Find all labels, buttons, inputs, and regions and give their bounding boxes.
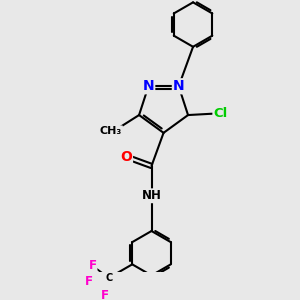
Text: N: N [142,79,154,93]
Text: NH: NH [142,189,161,202]
Text: CH₃: CH₃ [100,126,122,136]
Text: O: O [120,150,132,164]
Text: N: N [173,79,184,93]
Text: C: C [105,273,112,283]
Text: F: F [101,289,109,300]
Text: F: F [88,259,97,272]
Text: Cl: Cl [213,107,228,120]
Text: F: F [85,275,92,289]
